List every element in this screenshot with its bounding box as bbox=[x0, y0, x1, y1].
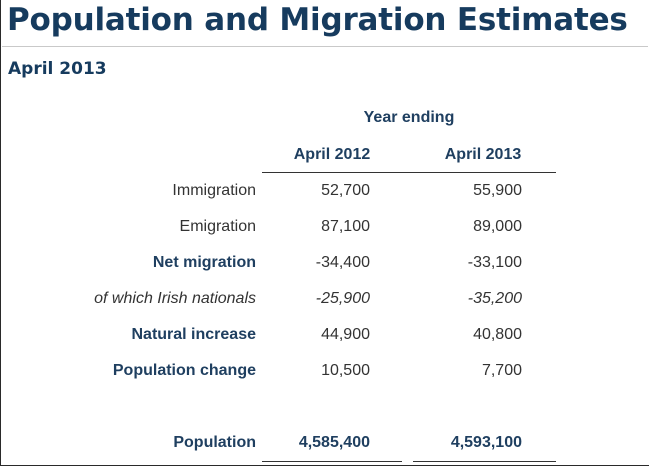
column-header-april-2013: April 2013 bbox=[444, 146, 522, 163]
cell-april-2013: 4,593,100 bbox=[450, 434, 522, 451]
year-ending-header: Year ending bbox=[363, 109, 455, 126]
table-row-net-migration: Net migration -34,400 -33,100 bbox=[0, 254, 650, 276]
title-divider bbox=[2, 46, 648, 47]
cell-april-2013: 55,900 bbox=[473, 182, 522, 199]
cell-april-2012: -34,400 bbox=[315, 254, 370, 271]
table-row-immigration: Immigration 52,700 55,900 bbox=[0, 182, 650, 204]
page-title: Population and Migration Estimates bbox=[7, 2, 628, 38]
row-label: of which Irish nationals bbox=[94, 290, 256, 307]
row-label: Immigration bbox=[172, 182, 256, 199]
row-label: Net migration bbox=[152, 254, 256, 271]
cell-april-2012: 87,100 bbox=[321, 218, 370, 235]
cell-april-2013: 7,700 bbox=[481, 362, 522, 379]
column-header-april-2012: April 2012 bbox=[293, 146, 371, 163]
cell-april-2013: 40,800 bbox=[473, 326, 522, 343]
cell-april-2012: 4,585,400 bbox=[298, 434, 370, 451]
cell-april-2012: -25,900 bbox=[315, 290, 370, 307]
row-label: Natural increase bbox=[131, 326, 256, 343]
total-underline-2013 bbox=[413, 461, 556, 462]
table-row-population-change: Population change 10,500 7,700 bbox=[0, 362, 650, 384]
total-underline-2012 bbox=[262, 461, 402, 462]
cell-april-2012: 52,700 bbox=[321, 182, 370, 199]
table-row-natural-increase: Natural increase 44,900 40,800 bbox=[0, 326, 650, 348]
page-subtitle: April 2013 bbox=[8, 59, 107, 79]
table-row-population: Population 4,585,400 4,593,100 bbox=[0, 434, 650, 456]
cell-april-2013: -33,100 bbox=[467, 254, 522, 271]
table-row-emigration: Emigration 87,100 89,000 bbox=[0, 218, 650, 240]
header-divider bbox=[262, 172, 556, 173]
cell-april-2012: 44,900 bbox=[321, 326, 370, 343]
table-row-irish-nationals: of which Irish nationals -25,900 -35,200 bbox=[0, 290, 650, 312]
cell-april-2013: -35,200 bbox=[467, 290, 522, 307]
cell-april-2012: 10,500 bbox=[321, 362, 370, 379]
row-label: Population change bbox=[112, 362, 256, 379]
cell-april-2013: 89,000 bbox=[473, 218, 522, 235]
row-label: Population bbox=[173, 434, 256, 451]
row-label: Emigration bbox=[179, 218, 256, 235]
